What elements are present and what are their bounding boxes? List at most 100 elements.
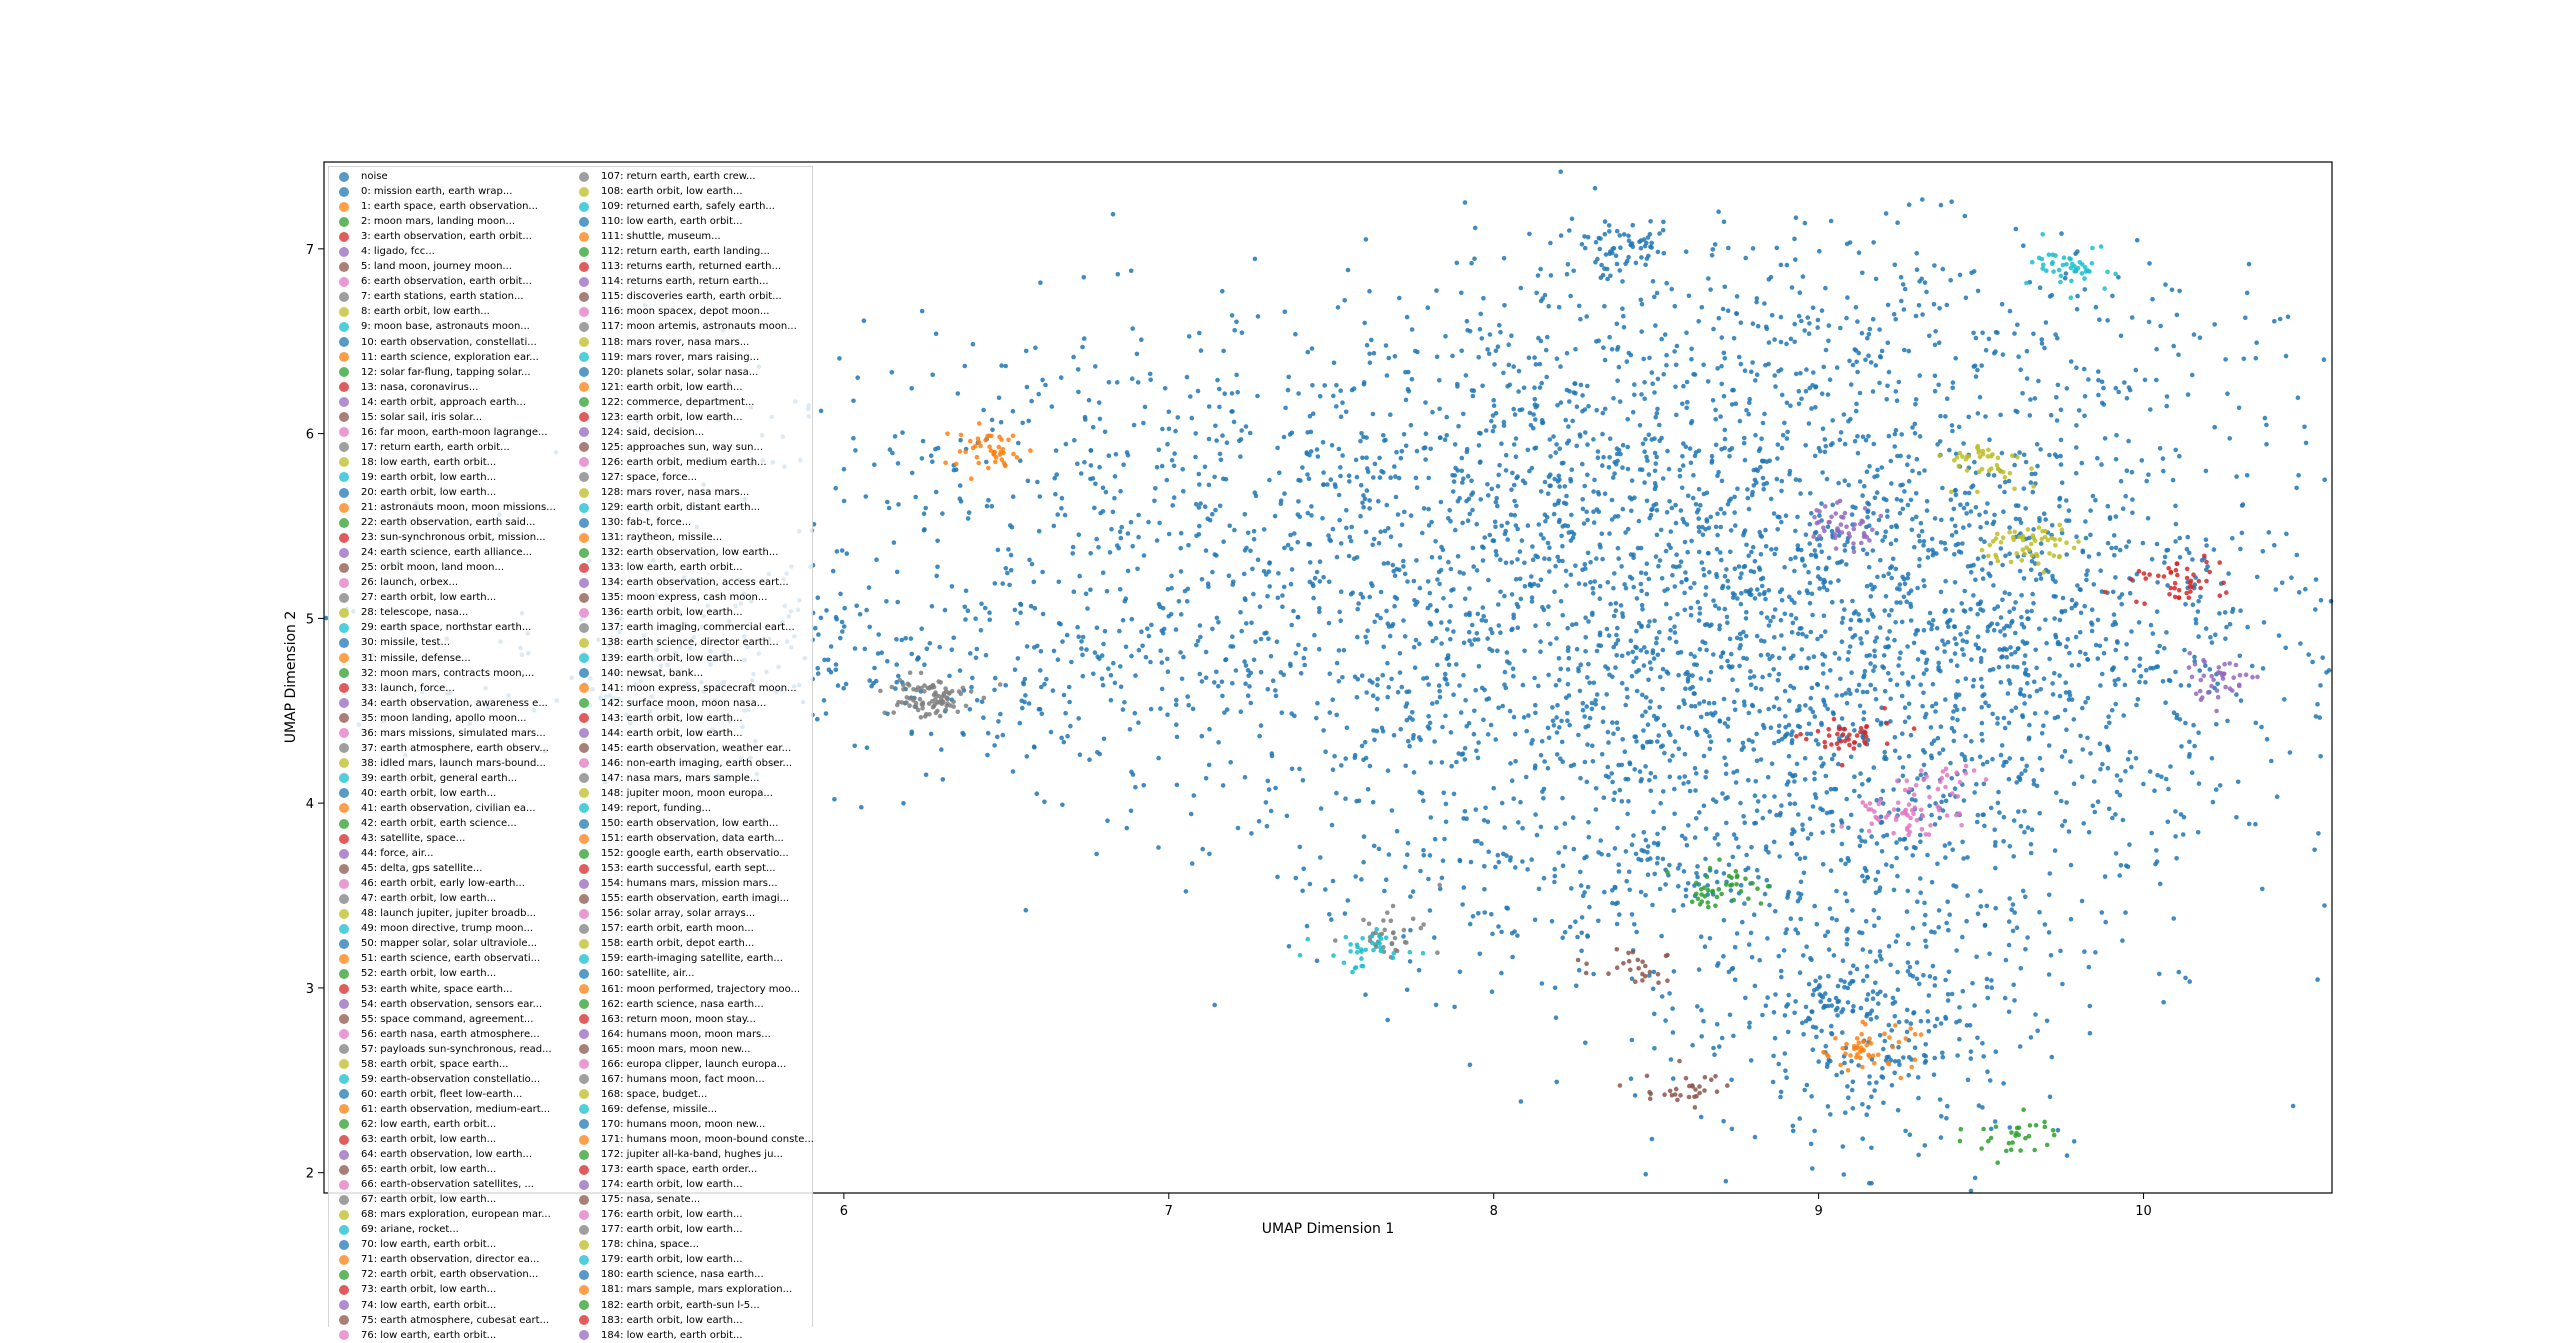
noise-point	[1421, 853, 1427, 858]
noise-point	[1647, 973, 1652, 978]
noise-point	[866, 585, 872, 590]
noise-point	[2047, 1094, 2053, 1100]
noise-point	[1758, 465, 1763, 470]
noise-point	[1955, 717, 1960, 723]
noise-point	[1748, 587, 1754, 592]
noise-point	[1891, 312, 1897, 317]
noise-point	[2002, 489, 2007, 495]
noise-point	[2074, 534, 2079, 539]
noise-point	[1517, 576, 1523, 582]
noise-point	[2063, 271, 2069, 276]
noise-point	[1087, 757, 1092, 762]
noise-point	[1206, 436, 1212, 442]
noise-point	[1614, 720, 1620, 725]
noise-point	[1255, 314, 1261, 319]
noise-point	[879, 650, 884, 655]
noise-point	[1621, 325, 1627, 330]
noise-point	[1411, 732, 1416, 738]
noise-point	[1672, 303, 1678, 309]
noise-point	[1227, 523, 1232, 528]
noise-point	[1643, 1171, 1648, 1177]
noise-point	[1460, 902, 1465, 907]
noise-point	[1083, 591, 1089, 597]
noise-point	[1771, 839, 1777, 845]
noise-point	[1460, 751, 1466, 756]
noise-point	[1713, 442, 1719, 448]
noise-point	[1607, 672, 1612, 678]
noise-point	[1769, 547, 1774, 552]
noise-point	[1644, 649, 1649, 655]
noise-point	[1457, 570, 1463, 575]
noise-point	[1696, 967, 1702, 972]
noise-point	[2164, 394, 2170, 399]
noise-point	[1715, 473, 1720, 479]
noise-point	[1977, 512, 1982, 518]
noise-point	[1789, 841, 1794, 846]
noise-point	[1953, 492, 1959, 498]
noise-point	[1631, 833, 1636, 838]
noise-point	[1961, 608, 1967, 613]
noise-point	[1625, 776, 1631, 782]
noise-point	[1918, 1018, 1924, 1024]
noise-point	[833, 667, 839, 673]
noise-point	[1833, 786, 1839, 792]
noise-point	[2018, 520, 2024, 525]
noise-point	[1754, 758, 1760, 764]
noise-point	[1784, 341, 1789, 347]
noise-point	[992, 581, 998, 586]
noise-point	[1908, 1021, 1914, 1026]
noise-point	[1070, 544, 1076, 550]
noise-point	[1403, 763, 1408, 769]
noise-point	[1312, 632, 1317, 638]
noise-point	[1587, 680, 1592, 686]
noise-point	[1937, 815, 1942, 821]
noise-point	[1547, 569, 1552, 574]
noise-point	[1110, 212, 1116, 217]
noise-point	[1282, 545, 1287, 551]
noise-point	[1714, 879, 1720, 885]
noise-point	[1367, 351, 1372, 357]
noise-point	[1437, 555, 1443, 560]
noise-point	[1741, 629, 1746, 635]
noise-point	[1300, 888, 1305, 894]
noise-point	[1898, 275, 1904, 280]
noise-point	[1823, 566, 1829, 572]
noise-point	[1386, 852, 1392, 857]
noise-point	[1361, 834, 1367, 839]
noise-point	[1567, 722, 1572, 728]
noise-point	[2147, 769, 2153, 774]
noise-point	[1823, 285, 1828, 291]
noise-point	[2318, 754, 2323, 759]
noise-point	[1615, 638, 1621, 643]
noise-point	[1426, 523, 1432, 528]
noise-point	[2048, 412, 2054, 418]
noise-point	[1476, 664, 1482, 669]
noise-point	[1583, 1040, 1588, 1046]
noise-point	[1099, 676, 1105, 681]
noise-point	[1861, 547, 1866, 553]
noise-point	[1100, 509, 1106, 514]
noise-point	[1434, 700, 1440, 705]
noise-point	[2166, 677, 2172, 683]
noise-point	[1668, 732, 1673, 738]
noise-point	[1364, 488, 1370, 493]
noise-point	[2165, 583, 2170, 588]
noise-point	[1664, 352, 1669, 358]
noise-point	[1122, 700, 1127, 705]
noise-point	[1624, 359, 1630, 364]
noise-point	[1307, 452, 1312, 458]
noise-point	[1697, 701, 1702, 706]
noise-point	[1496, 623, 1502, 628]
noise-point	[1634, 628, 1639, 634]
noise-point	[1215, 377, 1220, 383]
noise-point	[1840, 1030, 1845, 1035]
noise-point	[1698, 934, 1704, 939]
noise-point	[1403, 369, 1408, 375]
noise-point	[1723, 771, 1729, 776]
noise-point	[2186, 754, 2192, 759]
noise-point	[2164, 403, 2169, 409]
noise-point	[1664, 280, 1669, 286]
noise-point	[1715, 511, 1720, 517]
noise-point	[1392, 603, 1397, 609]
noise-point	[1612, 471, 1617, 476]
